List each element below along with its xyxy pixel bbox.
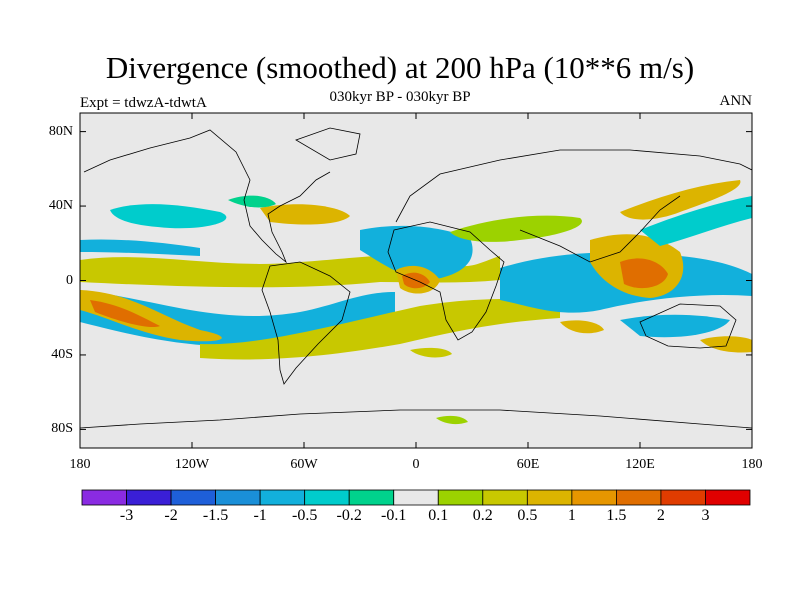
colorbar-label: 3: [701, 507, 710, 524]
field-region: [410, 347, 452, 358]
colorbar-label: -1: [253, 507, 267, 524]
coastline-south-america: [261, 261, 351, 385]
lat-tick-label: 80S: [51, 421, 73, 437]
longitude-ticks: [79, 113, 753, 448]
colorbar-swatch: [348, 489, 395, 506]
colorbar-swatch: [304, 489, 350, 506]
field-region: [200, 298, 560, 360]
colorbar-label: -0.5: [291, 507, 318, 524]
colorbar-label: 0.2: [472, 507, 493, 524]
colorbar-swatch: [126, 489, 172, 506]
coastlines: [80, 127, 752, 429]
field-region: [620, 258, 668, 289]
colorbar-swatch: [259, 489, 306, 506]
latitude-ticks: [80, 131, 752, 430]
lon-tick-label: 0: [412, 457, 420, 472]
coastline-eurasia: [395, 149, 752, 263]
season-label: ANN: [719, 93, 753, 109]
colorbar-label: -1.5: [202, 507, 229, 524]
colorbar-swatch: [393, 489, 439, 506]
colorbar-swatch: [482, 489, 528, 506]
colorbar-swatch: [571, 489, 617, 506]
field-region: [80, 290, 222, 342]
coastline-antarctica: [80, 409, 752, 429]
colorbar-label: -3: [119, 507, 134, 524]
field-region: [450, 215, 582, 242]
experiment-label: Expt = tdwzA-tdwtA: [80, 95, 207, 111]
field-region: [640, 196, 752, 246]
lat-tick-label: 80N: [48, 123, 73, 139]
map-title: Divergence (smoothed) at 200 hPa (10**6 …: [105, 50, 695, 85]
field-region: [436, 415, 468, 425]
field-region: [360, 225, 473, 280]
coastline-australia: [639, 303, 737, 349]
field-region: [700, 336, 752, 353]
colorbar-swatch: [660, 489, 706, 506]
field-region: [80, 239, 200, 256]
colorbar-label: 0.1: [428, 507, 449, 524]
colorbar-swatch: [616, 489, 662, 506]
lat-tick-label: 0: [66, 272, 73, 288]
lat-tick-label: 40N: [48, 198, 73, 214]
colorbar-label: -0.2: [336, 507, 362, 524]
lon-tick-label: 120W: [174, 457, 210, 472]
field-region: [260, 204, 350, 225]
colorbar-swatch: [437, 489, 484, 506]
map-subtitle: 030kyr BP - 030kyr BP: [329, 89, 471, 105]
colorbar-label: 2: [656, 507, 665, 524]
coastline-greenland: [295, 127, 361, 161]
lon-tick-label: 60W: [290, 457, 318, 472]
colorbar-label: 1: [567, 507, 576, 524]
colorbar-label: -2: [164, 507, 178, 524]
colorbar-swatch: [526, 489, 573, 506]
field-region: [110, 204, 227, 229]
coastline-north-america: [83, 129, 331, 264]
colorbar-swatch: [81, 489, 127, 506]
field-region: [620, 180, 741, 220]
lon-tick-label: 180: [69, 457, 91, 472]
field-region: [560, 320, 604, 334]
colorbar-swatch: [170, 489, 216, 506]
lat-tick-label: 40S: [51, 346, 73, 362]
divergence-field: [80, 180, 752, 425]
colorbar-swatch: [215, 489, 261, 506]
lon-tick-label: 180: [741, 457, 763, 472]
coastline-africa: [387, 221, 505, 341]
field-region: [90, 300, 160, 328]
lon-tick-label: 120E: [625, 457, 655, 472]
field-region: [228, 195, 276, 208]
field-region: [620, 314, 730, 338]
colorbar-label: 1.5: [606, 507, 627, 524]
colorbar-label: -0.1: [381, 507, 407, 524]
colorbar: [81, 489, 751, 506]
lon-tick-label: 60E: [516, 457, 540, 472]
colorbar-label: 0.5: [517, 507, 538, 524]
colorbar-swatch: [705, 489, 751, 506]
